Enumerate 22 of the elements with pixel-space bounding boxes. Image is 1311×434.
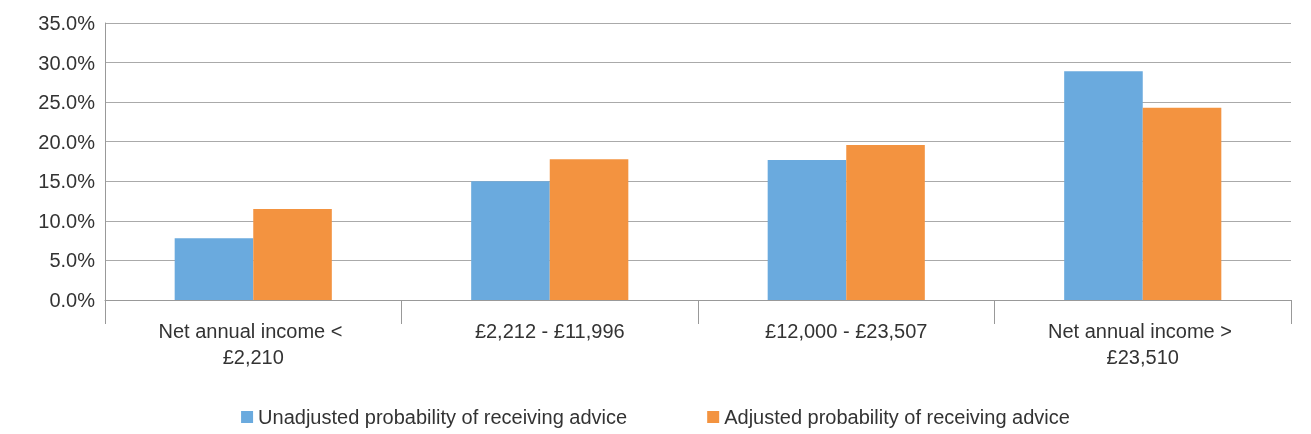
x-tick-label: £2,212 - £11,996: [474, 320, 625, 342]
bar: [471, 181, 550, 300]
bar: [549, 159, 629, 300]
bar: [253, 208, 332, 300]
y-tick-label: 10.0%: [38, 209, 96, 232]
y-tick-label: 5.0%: [49, 249, 96, 272]
y-tick-label: 15.0%: [38, 170, 96, 193]
bar: [846, 144, 925, 300]
x-tick-label: £12,000 - £23,507: [765, 320, 928, 342]
y-tick-label: 25.0%: [38, 91, 96, 114]
bar: [767, 159, 847, 300]
y-tick-label: 0.0%: [49, 289, 96, 311]
y-tick-label: 35.0%: [38, 12, 96, 34]
x-tick-label: Net annual income < £2,210: [158, 320, 349, 368]
y-tick-label: 20.0%: [38, 130, 96, 153]
bar: [1064, 71, 1143, 300]
legend-label: Unadjusted probability of receiving advice: [258, 406, 628, 428]
bar: [174, 238, 254, 300]
y-tick-label: 30.0%: [38, 51, 96, 74]
bar: [1142, 107, 1222, 300]
legend-label: Adjusted probability of receiving advice: [724, 406, 1070, 428]
x-tick-label: Net annual income > £23,510: [1047, 320, 1238, 368]
